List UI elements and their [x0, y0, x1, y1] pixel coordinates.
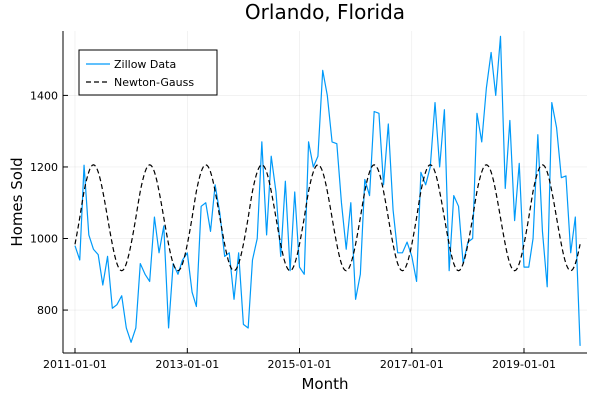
- x-axis-label: Month: [301, 375, 348, 393]
- x-tick-label: 2015-01-01: [268, 358, 332, 371]
- y-tick-label: 1400: [30, 89, 58, 102]
- x-tick-label: 2017-01-01: [380, 358, 444, 371]
- tick-labels: 2011-01-01 2013-01-01 2015-01-01 2017-01-01…: [30, 89, 556, 371]
- chart-title: Orlando, Florida: [245, 0, 405, 24]
- series-line-newton-gauss: [74, 164, 581, 272]
- x-tick-label: 2011-01-01: [43, 358, 107, 371]
- x-tick-label: 2013-01-01: [155, 358, 219, 371]
- legend: Zillow Data Newton-Gauss: [78, 49, 218, 96]
- legend-label-zillow: Zillow Data: [114, 58, 176, 71]
- y-tick-label: 1200: [30, 161, 58, 174]
- y-axis-label: Homes Sold: [8, 157, 26, 246]
- y-tick-label: 1000: [30, 233, 58, 246]
- y-tick-label: 800: [37, 304, 58, 317]
- series-line-zillow-data: [74, 35, 581, 346]
- series-layer: [74, 35, 581, 346]
- legend-box: [78, 49, 218, 96]
- axes: [62, 31, 587, 354]
- legend-label-newton-gauss: Newton-Gauss: [114, 76, 194, 89]
- x-tick-label: 2019-01-01: [492, 358, 556, 371]
